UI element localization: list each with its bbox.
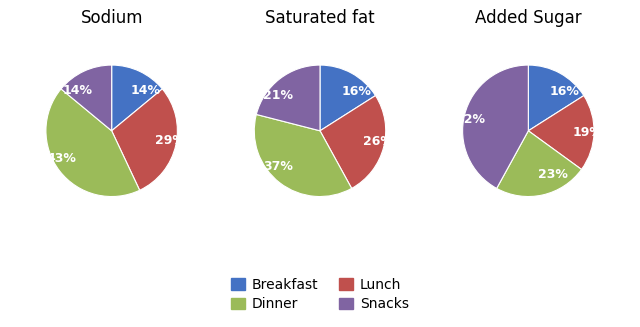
Text: 42%: 42% — [455, 113, 485, 126]
Wedge shape — [46, 89, 140, 197]
Text: 21%: 21% — [262, 89, 292, 102]
Legend: Breakfast, Dinner, Lunch, Snacks: Breakfast, Dinner, Lunch, Snacks — [225, 272, 415, 317]
Wedge shape — [257, 65, 320, 131]
Wedge shape — [497, 131, 582, 197]
Wedge shape — [320, 95, 386, 188]
Title: Sodium: Sodium — [81, 9, 143, 27]
Text: 43%: 43% — [47, 152, 76, 165]
Text: 14%: 14% — [131, 84, 161, 97]
Wedge shape — [529, 95, 594, 169]
Text: 23%: 23% — [538, 168, 568, 181]
Wedge shape — [320, 65, 376, 131]
Wedge shape — [61, 65, 111, 131]
Wedge shape — [254, 114, 351, 197]
Text: 37%: 37% — [263, 160, 292, 173]
Text: 16%: 16% — [342, 85, 371, 98]
Text: 26%: 26% — [364, 135, 393, 148]
Wedge shape — [111, 65, 163, 131]
Text: 14%: 14% — [63, 84, 93, 97]
Wedge shape — [463, 65, 529, 188]
Text: 16%: 16% — [550, 85, 580, 98]
Text: 19%: 19% — [573, 126, 603, 139]
Wedge shape — [111, 89, 177, 190]
Text: 29%: 29% — [156, 134, 185, 147]
Title: Added Sugar: Added Sugar — [475, 9, 582, 27]
Wedge shape — [529, 65, 584, 131]
Title: Saturated fat: Saturated fat — [265, 9, 375, 27]
